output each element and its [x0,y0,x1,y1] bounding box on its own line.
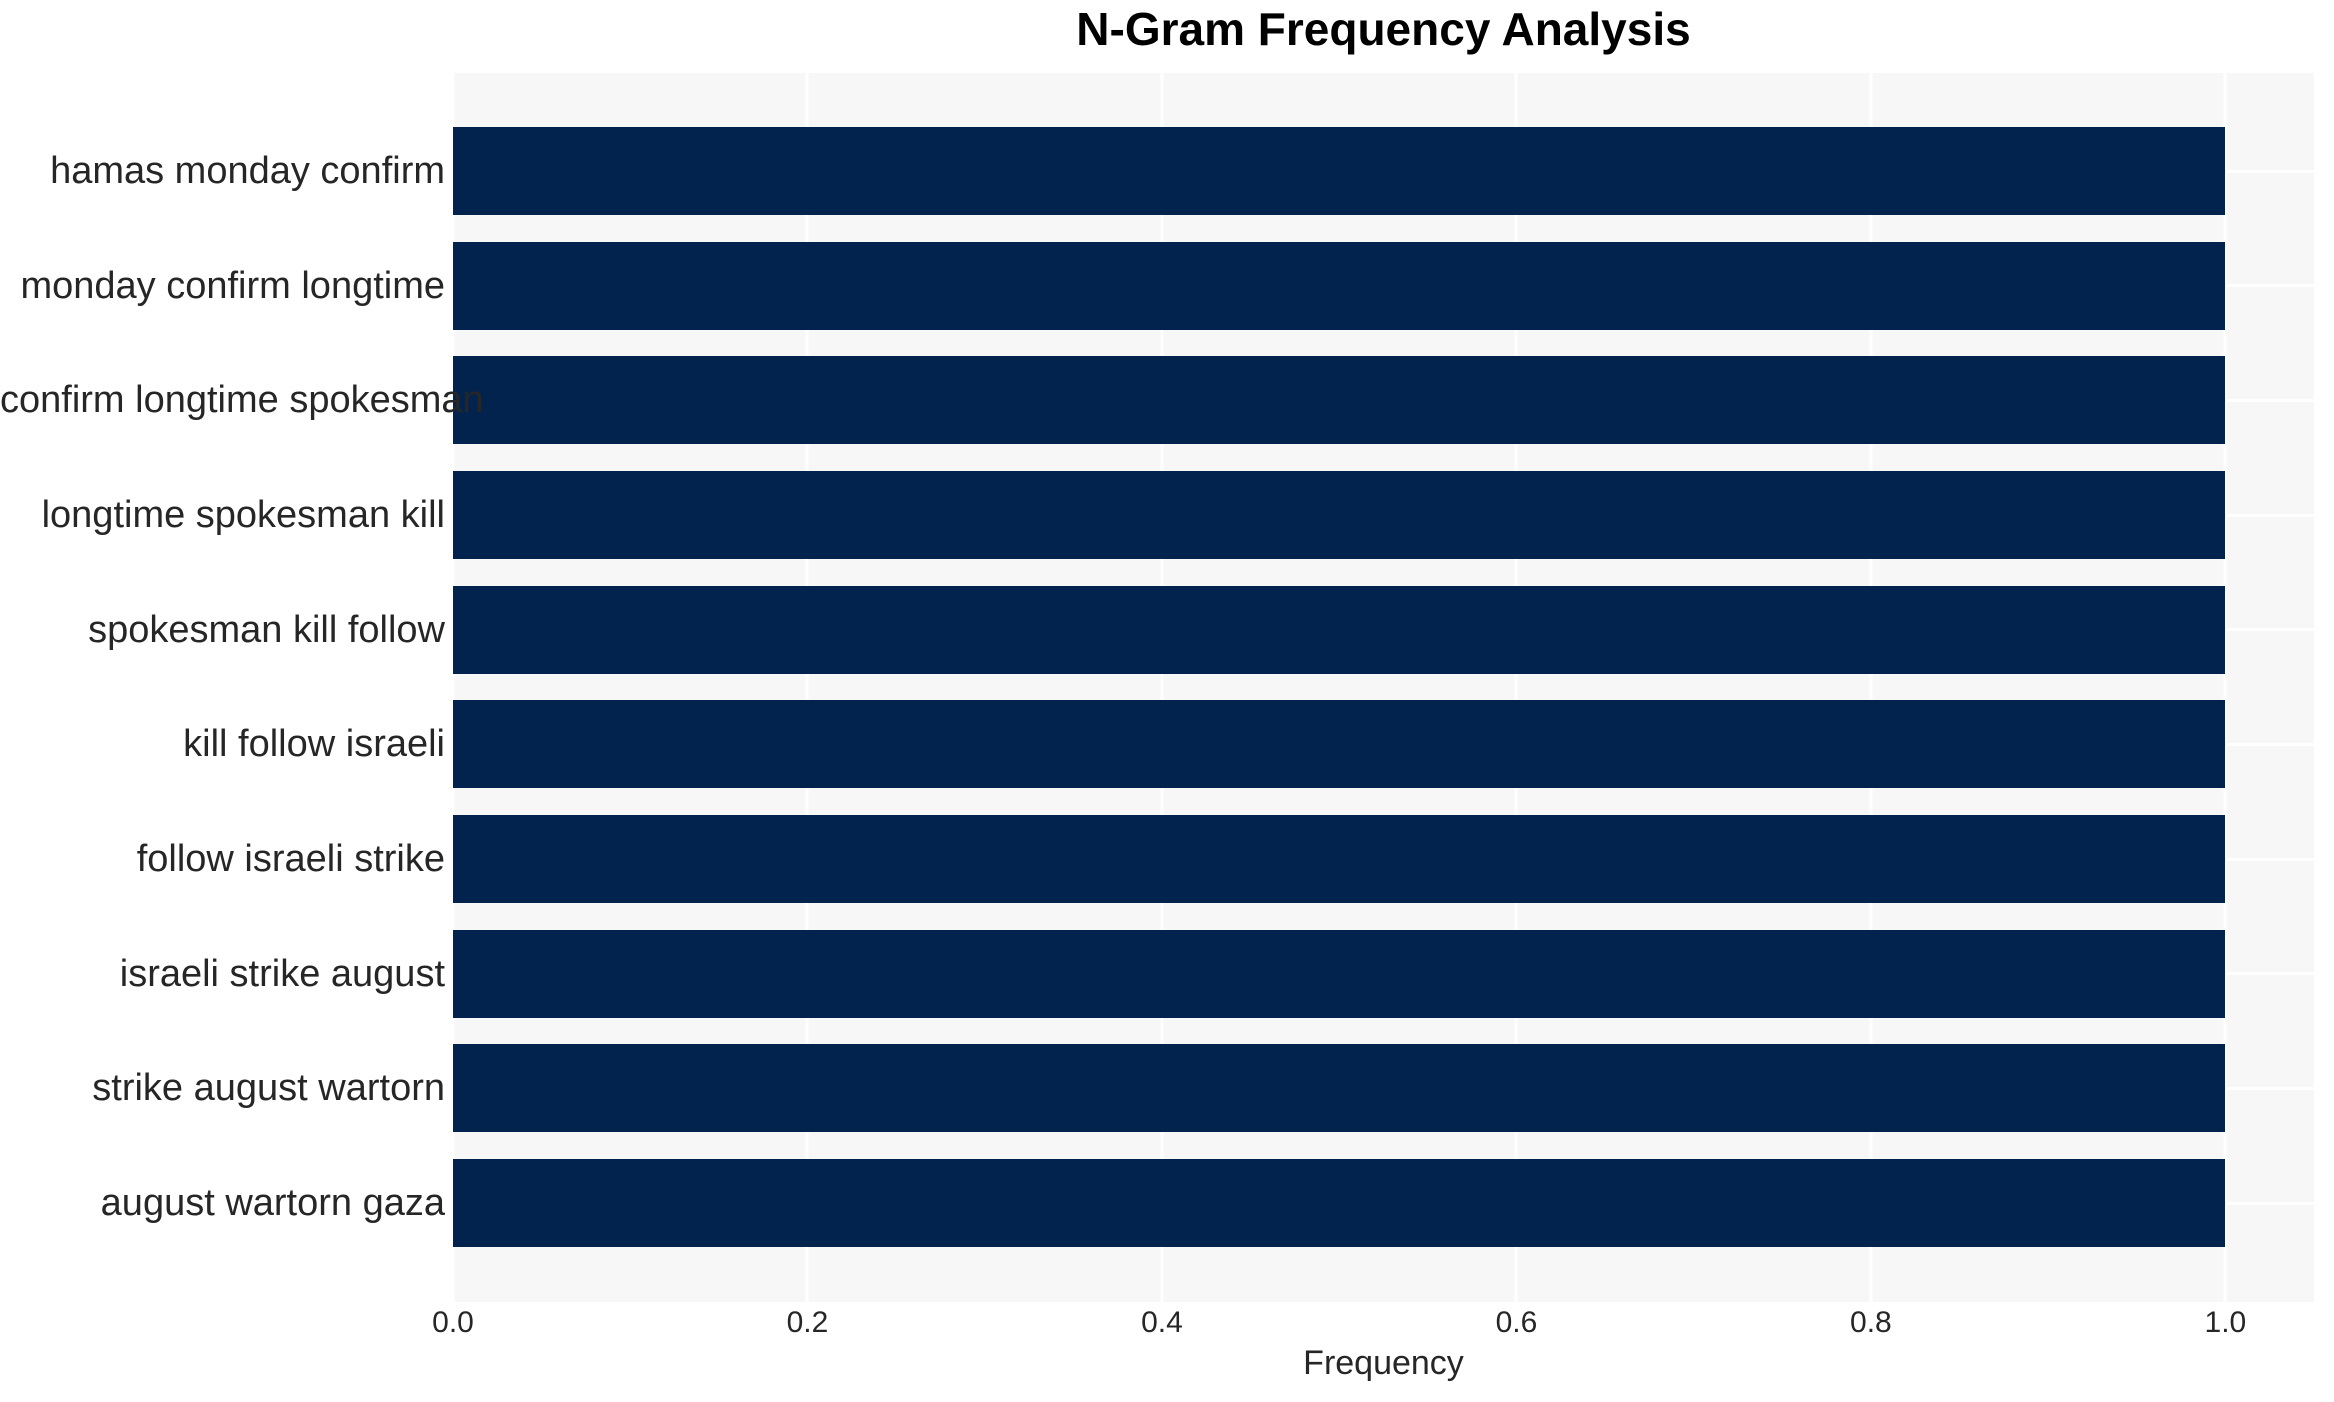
y-tick-label: monday confirm longtime [20,264,445,307]
y-tick-label: confirm longtime spokesman [0,379,484,422]
x-tick-label: 0.4 [1141,1306,1183,1339]
bar-7 [453,929,2226,1018]
x-axis-title: Frequency [1303,1344,1464,1382]
y-tick-label: kill follow israeli [183,723,445,766]
x-gridline [2223,73,2227,1302]
x-gridline [451,73,455,1302]
y-tick-label: follow israeli strike [136,838,445,880]
x-gridline [1160,73,1164,1302]
x-tick-label: 0.2 [786,1306,829,1339]
bar-2 [453,356,2226,445]
bar-8 [453,1044,2226,1133]
bar-9 [453,1159,2226,1247]
bar-6 [453,815,2226,903]
y-tick-label: hamas monday confirm [50,150,445,192]
chart-title: N-Gram Frequency Analysis [1076,3,1691,55]
x-gridline [1514,73,1518,1302]
y-tick-label: strike august wartorn [92,1067,445,1110]
x-tick-label: 1.0 [2204,1306,2247,1339]
y-tick-label: longtime spokesman kill [41,494,445,536]
bar-4 [453,585,2226,674]
x-tick-label: 0.0 [432,1306,474,1339]
y-tick-label: israeli strike august [119,952,445,995]
bar-3 [453,471,2226,559]
plot-area [451,73,2314,1302]
y-axis-labels: hamas monday confirm monday confirm longt… [0,73,484,1302]
bar-0 [453,127,2226,215]
x-tick-label: 0.6 [1495,1306,1538,1339]
y-tick-label: august wartorn gaza [100,1182,445,1224]
bar-1 [453,241,2226,330]
y-tick-label: spokesman kill follow [88,608,445,651]
x-tick-label: 0.8 [1850,1306,1892,1339]
x-gridline [1869,73,1873,1302]
x-gridline [805,73,809,1302]
bar-5 [453,700,2226,789]
